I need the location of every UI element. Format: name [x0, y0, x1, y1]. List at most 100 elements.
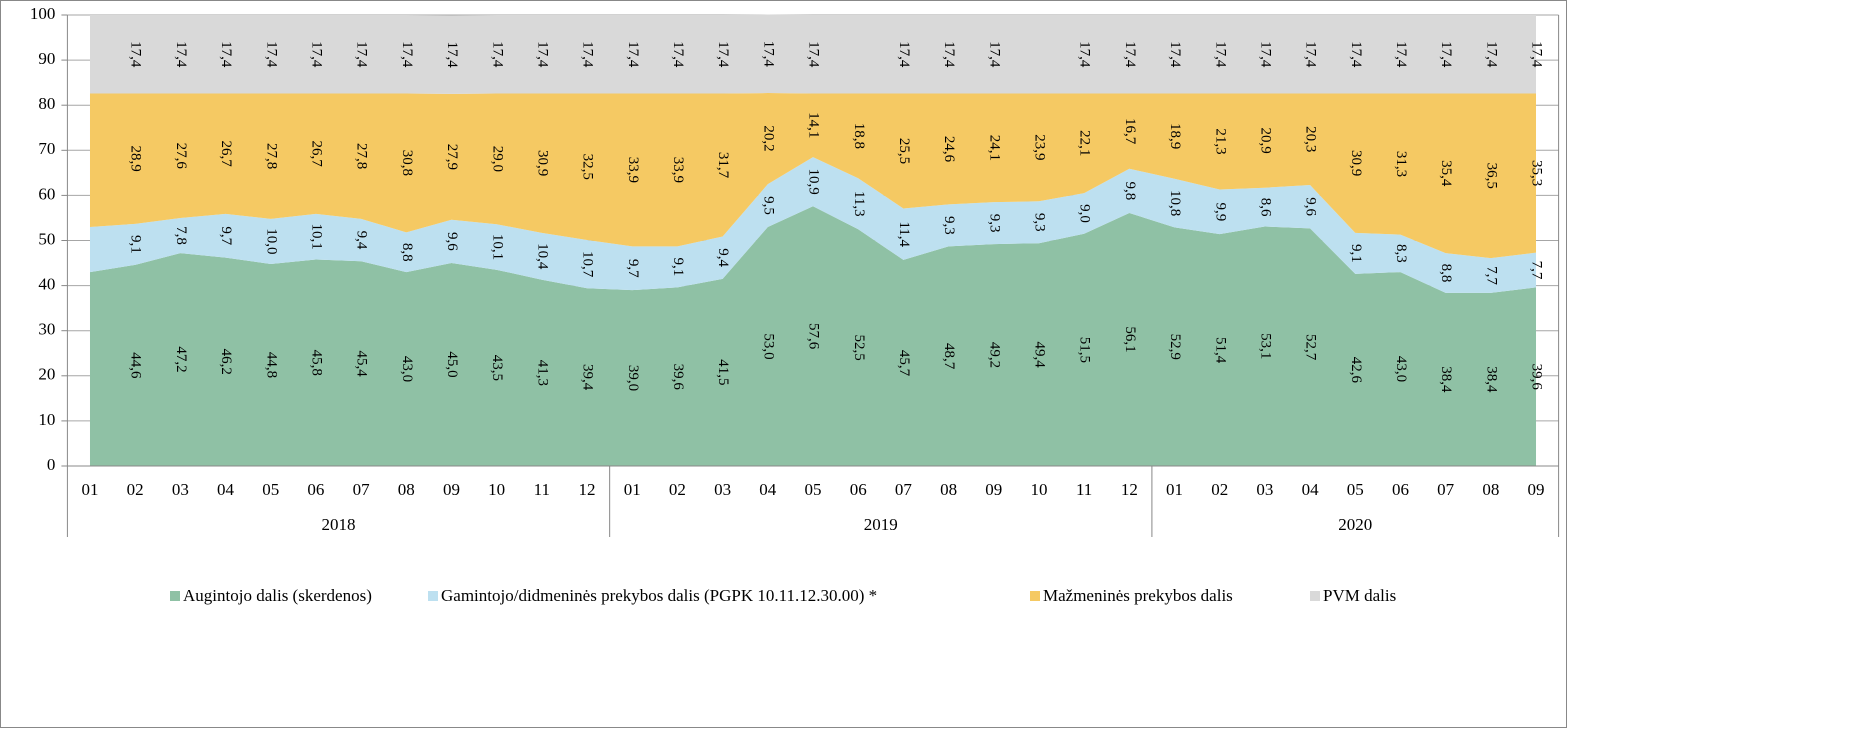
x-tick-label: 08 [398, 480, 415, 499]
data-label: 17,4 [128, 41, 144, 68]
data-label: 10,8 [1167, 190, 1183, 216]
data-label: 10,9 [806, 169, 822, 195]
legend-label: Mažmeninės prekybos dalis [1043, 586, 1233, 605]
data-label: 45,0 [444, 351, 460, 377]
data-label: 17,4 [941, 41, 957, 68]
data-label: 10,0 [263, 228, 279, 254]
data-label: 24,6 [941, 136, 957, 163]
data-label: 17,4 [625, 41, 641, 68]
x-tick-label: 11 [1076, 480, 1092, 499]
x-tick-label: 10 [1030, 480, 1047, 499]
data-label: 20,9 [1257, 127, 1273, 153]
data-label: 17,4 [534, 41, 550, 68]
data-label: 17,4 [399, 41, 415, 68]
x-tick-label: 10 [488, 480, 505, 499]
data-label: 53,0 [760, 333, 776, 359]
data-label: 10,1 [308, 224, 324, 250]
data-label: 20,3 [1303, 126, 1319, 152]
data-label: 27,8 [263, 143, 279, 169]
data-label: 31,3 [1393, 151, 1409, 177]
group-label: 2018 [322, 515, 356, 534]
legend-swatch [1310, 591, 1320, 601]
x-tick-label: 01 [81, 480, 98, 499]
x-tick-label: 11 [534, 480, 550, 499]
x-tick-label: 06 [307, 480, 324, 499]
data-label: 18,9 [1167, 123, 1183, 149]
y-tick-label: 80 [38, 94, 55, 113]
y-tick-label: 50 [38, 229, 55, 248]
data-label: 30,9 [534, 150, 550, 176]
data-label: 21,3 [1212, 128, 1228, 154]
data-label: 9,9 [1212, 202, 1228, 221]
data-label: 41,3 [534, 360, 550, 386]
data-label: 17,4 [1077, 41, 1093, 68]
data-label: 9,8 [1122, 182, 1138, 201]
legend-swatch [1030, 591, 1040, 601]
data-label: 9,1 [128, 235, 144, 254]
data-label: 22,1 [1077, 130, 1093, 156]
data-label: 17,4 [986, 41, 1002, 68]
y-tick-label: 40 [38, 275, 55, 294]
data-label: 39,4 [580, 364, 596, 391]
data-label: 44,8 [263, 352, 279, 378]
data-label: 9,3 [986, 214, 1002, 233]
data-label: 31,7 [715, 152, 731, 179]
data-label: 9,6 [444, 232, 460, 251]
data-label: 52,5 [851, 334, 867, 360]
x-tick-label: 04 [217, 480, 235, 499]
x-tick-label: 01 [1166, 480, 1183, 499]
x-tick-label: 09 [443, 480, 460, 499]
data-label: 25,5 [896, 138, 912, 164]
y-tick-label: 60 [38, 184, 55, 203]
y-tick-label: 70 [38, 139, 55, 158]
x-tick-label: 03 [714, 480, 731, 499]
data-label: 16,7 [1122, 118, 1138, 145]
x-tick-label: 07 [895, 480, 913, 499]
data-label: 30,8 [399, 150, 415, 176]
x-tick-label: 03 [1256, 480, 1273, 499]
data-label: 17,4 [173, 41, 189, 68]
data-label: 9,1 [670, 258, 686, 277]
data-label: 9,7 [218, 226, 234, 245]
data-label: 10,1 [489, 234, 505, 260]
data-label: 17,4 [1212, 41, 1228, 68]
x-tick-label: 03 [172, 480, 189, 499]
data-label: 8,3 [1393, 244, 1409, 263]
data-label: 35,3 [1529, 160, 1545, 186]
data-label: 51,5 [1077, 337, 1093, 363]
x-tick-label: 05 [1347, 480, 1364, 499]
legend-swatch [170, 591, 180, 601]
data-label: 57,6 [806, 323, 822, 350]
data-label: 43,0 [399, 356, 415, 382]
x-tick-label: 12 [579, 480, 596, 499]
legend-label: Augintojo dalis (skerdenos) [183, 586, 372, 605]
data-label: 47,2 [173, 346, 189, 372]
data-label: 17,4 [670, 41, 686, 68]
data-label: 17,4 [1393, 41, 1409, 68]
area [89, 14, 1537, 94]
legend-label: Gamintojo/didmeninės prekybos dalis (PGP… [441, 586, 877, 605]
data-label: 17,4 [760, 41, 776, 68]
data-label: 39,6 [670, 364, 686, 391]
data-label: 17,4 [1438, 41, 1454, 68]
data-label: 51,4 [1212, 337, 1228, 364]
group-label: 2019 [864, 515, 898, 534]
data-label: 39,6 [1529, 364, 1545, 391]
legend-label: PVM dalis [1323, 586, 1396, 605]
data-label: 28,9 [128, 146, 144, 172]
data-label: 17,4 [1348, 41, 1364, 68]
data-label: 33,9 [670, 157, 686, 183]
data-label: 17,4 [715, 41, 731, 68]
data-label: 36,5 [1483, 163, 1499, 189]
data-label: 17,4 [354, 41, 370, 68]
data-label: 17,4 [1303, 41, 1319, 68]
data-label: 9,4 [354, 231, 370, 250]
data-label: 27,6 [173, 143, 189, 170]
x-tick-label: 02 [127, 480, 144, 499]
data-label: 20,2 [760, 125, 776, 151]
data-label: 39,0 [625, 365, 641, 391]
data-label: 17,4 [806, 41, 822, 68]
x-tick-label: 04 [1302, 480, 1320, 499]
data-label: 9,7 [625, 259, 641, 278]
